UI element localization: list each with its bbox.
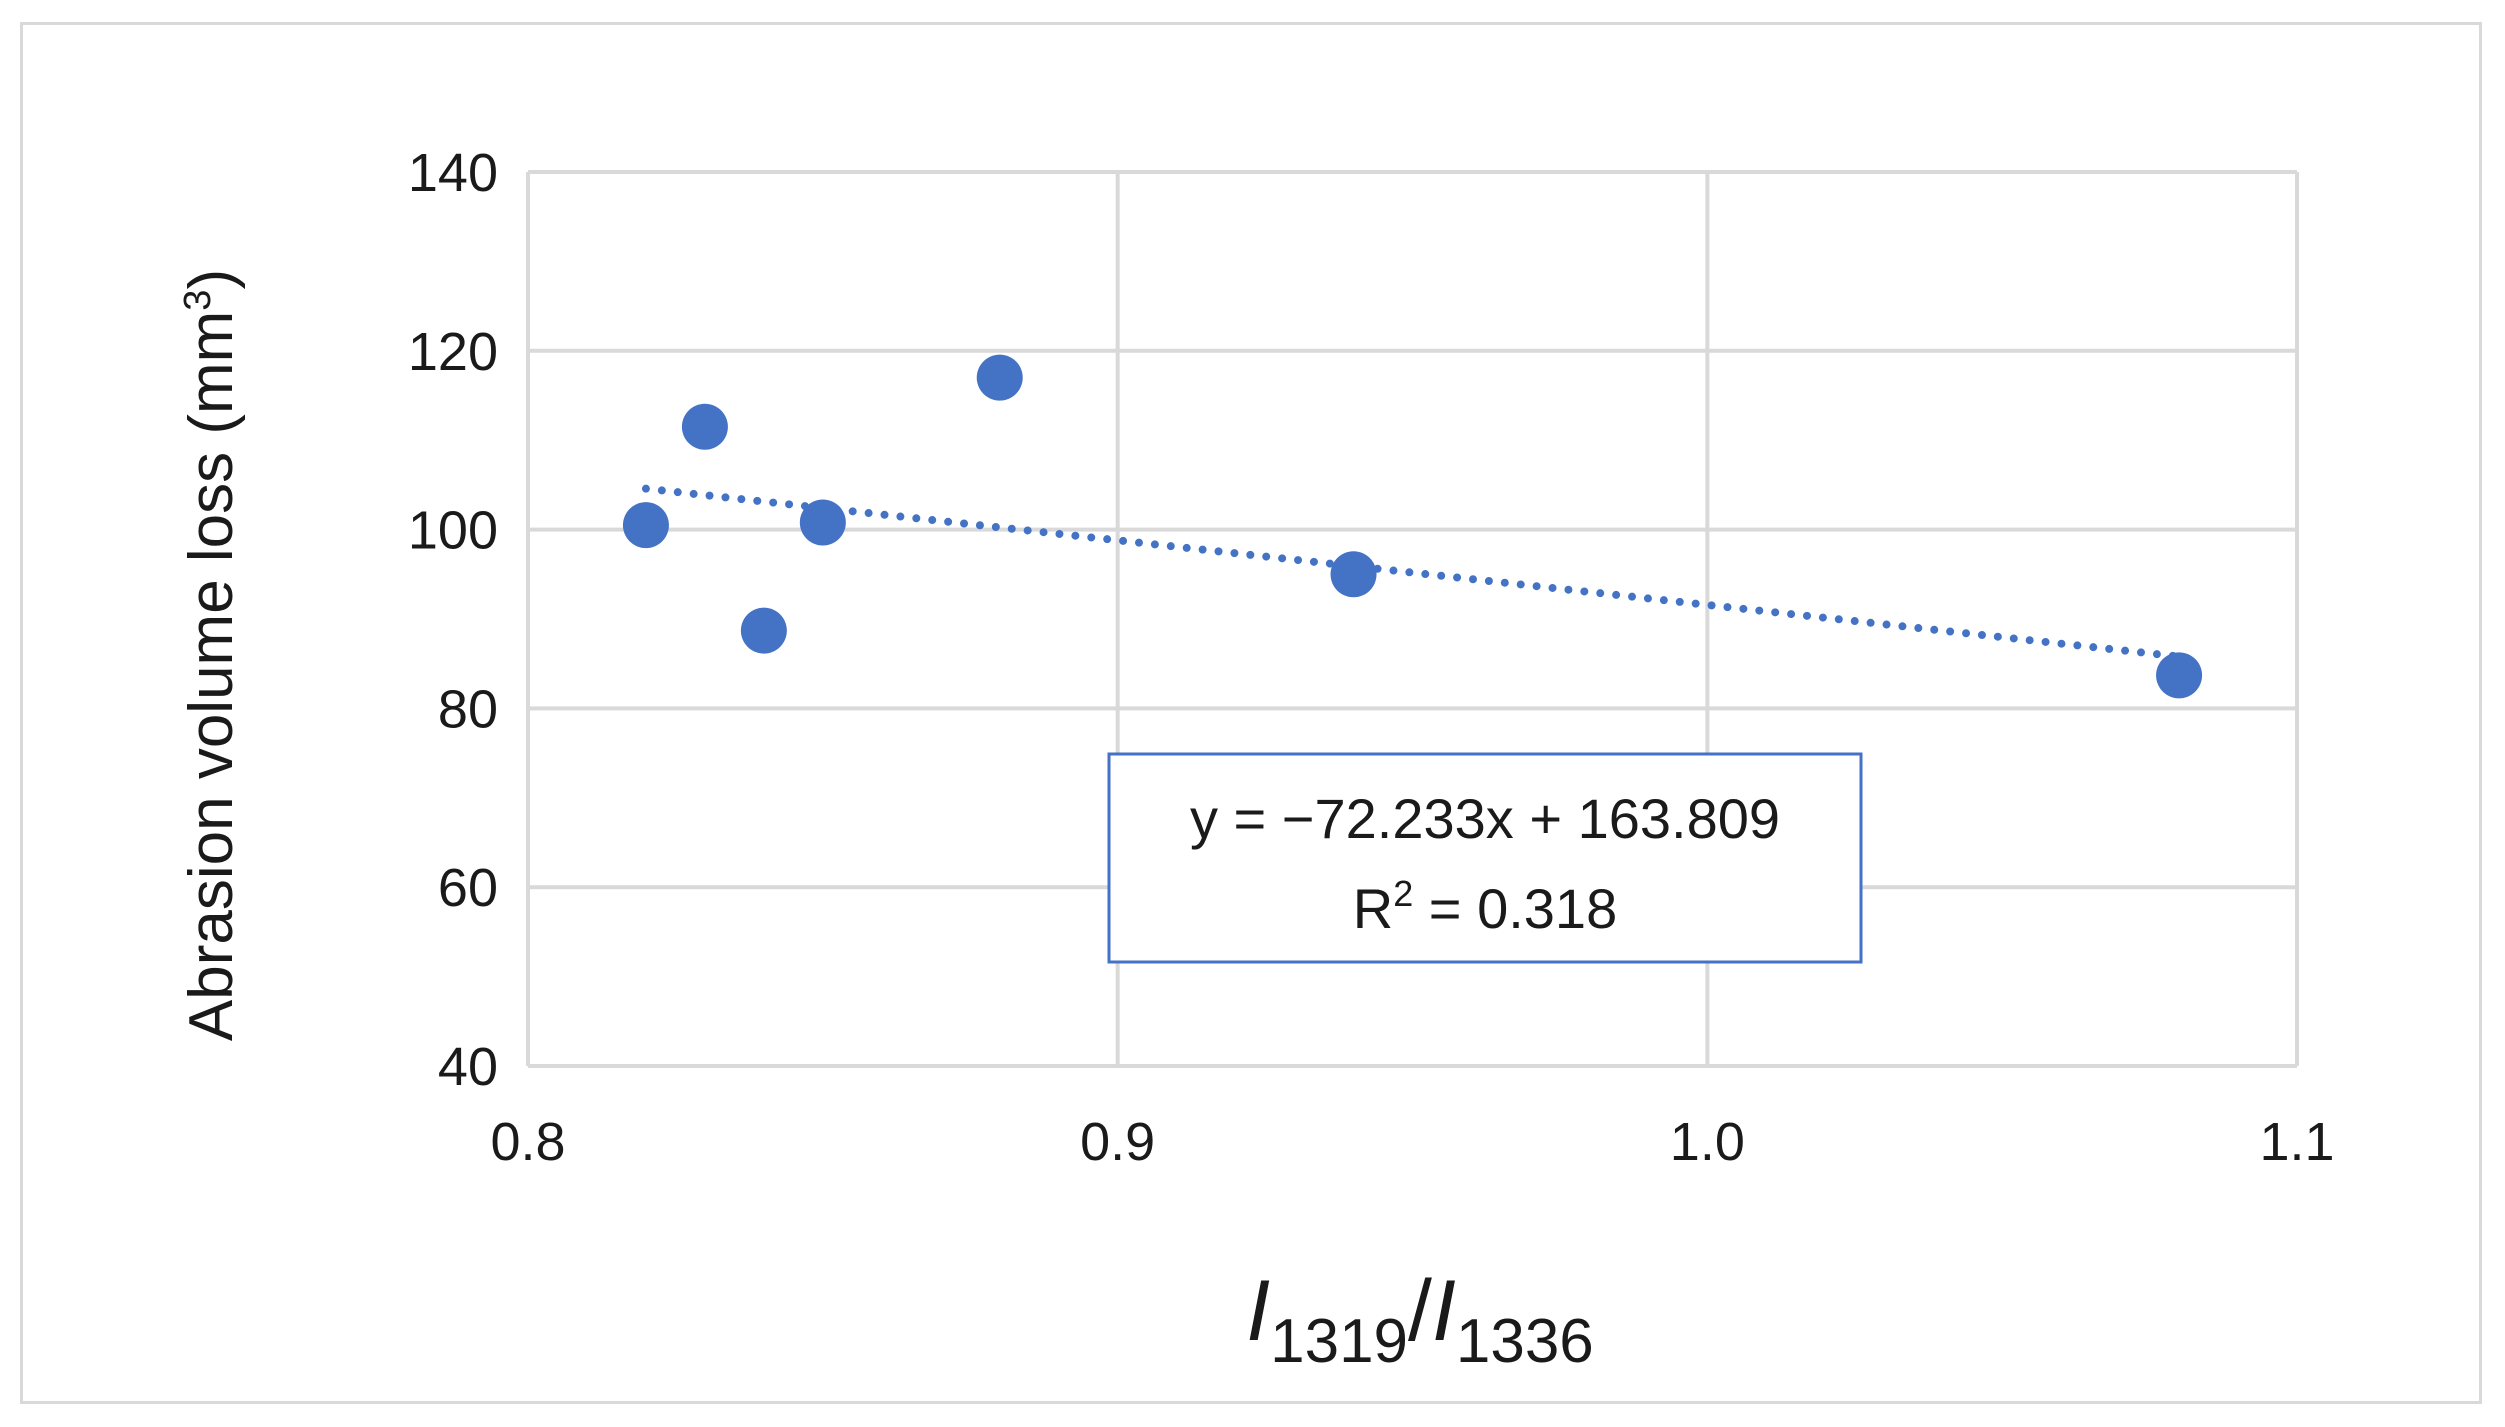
x-axis-title: I1319/I1336 (1246, 1263, 1594, 1376)
data-point (681, 403, 728, 450)
y-tick-label: 80 (438, 679, 498, 739)
y-axis-title-main: Abrasion volume loss (mm (177, 311, 246, 1041)
data-points (622, 354, 2203, 699)
equation-box-border (1107, 752, 1863, 964)
y-tick-label: 100 (408, 501, 498, 561)
x-tick-label: 0.8 (490, 1112, 565, 1172)
y-tick-label: 60 (438, 858, 498, 918)
data-point (740, 607, 787, 654)
y-tick-label: 40 (438, 1037, 498, 1097)
equation-text: y = −72.233x + 163.809 (1190, 787, 1780, 850)
chart-frame (20, 22, 2482, 1404)
x-axis-title-sub1: 1319 (1270, 1307, 1408, 1376)
trendline (641, 484, 2184, 661)
x-axis-title-slash: / (1408, 1263, 1432, 1359)
r-squared-value: = 0.318 (1413, 877, 1617, 940)
y-tick-label: 120 (408, 322, 498, 382)
r-squared-text: R2 = 0.318 (1353, 873, 1617, 940)
data-point (2156, 652, 2203, 699)
data-point (1330, 551, 1377, 598)
trendline-layer (641, 484, 2184, 661)
data-point (976, 354, 1023, 401)
x-tick-label: 1.1 (2259, 1112, 2334, 1172)
x-tick-label: 0.9 (1080, 1112, 1155, 1172)
grid-lines (526, 170, 2299, 1068)
data-point (622, 502, 669, 549)
x-axis-title-var2: I (1432, 1263, 1456, 1359)
y-axis-title-sup: 3 (177, 290, 219, 311)
r-squared-sup: 2 (1393, 873, 1413, 914)
y-axis-title: Abrasion volume loss (mm3) (177, 269, 246, 1041)
y-axis-title-close: ) (177, 269, 246, 290)
x-axis-title-sub2: 1336 (1456, 1307, 1594, 1376)
data-point (799, 499, 846, 546)
tick-labels: 40 60 80 100 120 140 0.8 0.9 1.0 1.1 (408, 143, 2335, 1172)
y-tick-label: 140 (408, 143, 498, 203)
x-tick-label: 1.0 (1670, 1112, 1745, 1172)
r-squared-label: R (1353, 877, 1393, 940)
equation-box: y = −72.233x + 163.809 R2 = 0.318 (1107, 752, 1863, 964)
x-axis-title-var1: I (1246, 1263, 1270, 1359)
